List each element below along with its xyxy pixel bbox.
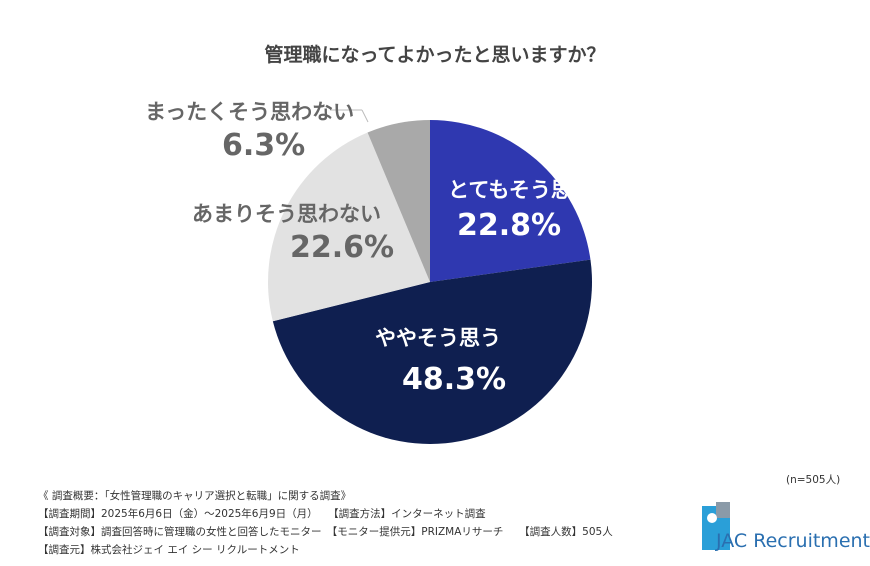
slice-label-somewhat-disagree: あまりそう思わない xyxy=(192,202,381,226)
pie-slice-1 xyxy=(272,259,593,445)
slice-value-somewhat-agree: 48.3% xyxy=(402,362,507,397)
leader-line xyxy=(361,109,369,123)
pie-slice-0 xyxy=(430,120,591,282)
slice-value-somewhat-disagree: 22.6% xyxy=(290,230,395,265)
slice-label-strongly-disagree: まったくそう思わない xyxy=(145,100,355,124)
slice-label-somewhat-agree: ややそう思う xyxy=(375,326,501,350)
slice-value-strongly-disagree: 6.3% xyxy=(222,128,306,163)
survey-source: 【調査元】株式会社ジェイ エイ シー リクルートメント xyxy=(38,544,300,556)
chart-title: 管理職になってよかったと思いますか？ xyxy=(264,44,606,66)
slice-value-strongly-agree: 22.8% xyxy=(457,208,562,243)
pie-slice-3 xyxy=(367,120,430,282)
survey-target: 【調査対象】調査回答時に管理職の女性と回答したモニター 【モニター提供元】PRI… xyxy=(38,526,613,538)
logo-puzzle-icon xyxy=(702,502,730,550)
pie-slice-2 xyxy=(267,132,430,322)
survey-summary: 《 調査概要：「女性管理職のキャリア選択と転職」に関する調査》 xyxy=(38,490,352,502)
sample-size-note: (n=505人) xyxy=(786,474,841,486)
survey-period-method: 【調査期間】2025年6月6日（金）～2025年6月9日（月） 【調査方法】イン… xyxy=(38,508,486,520)
slice-label-strongly-agree: とてもそう思う xyxy=(448,178,593,202)
logo-text: JAC Recruitment xyxy=(716,530,870,552)
